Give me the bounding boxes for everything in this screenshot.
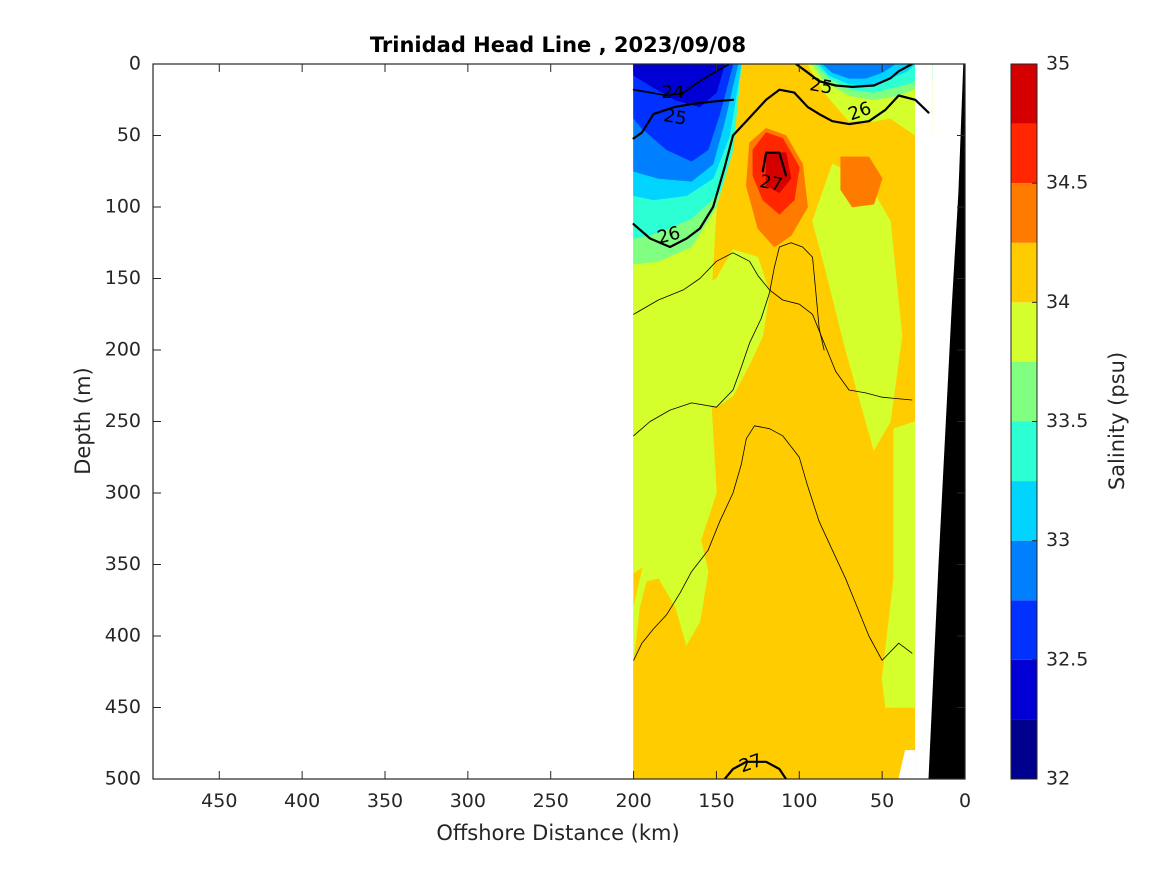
y-tick-label: 200 [105, 339, 141, 361]
colorbar-bin-9 [1011, 183, 1037, 243]
y-tick-label: 150 [105, 267, 141, 289]
y-tick-label: 500 [105, 768, 141, 790]
colorbar-tick-label: 34.5 [1046, 172, 1088, 194]
x-tick-label: 100 [781, 790, 817, 812]
colorbar-tick-label: 35 [1046, 53, 1070, 75]
colorbar-bin-11 [1011, 64, 1037, 124]
x-tick-label: 450 [201, 790, 237, 812]
salinity-region-9 [633, 64, 726, 108]
x-tick-label: 200 [615, 790, 651, 812]
colorbar-tick-label: 33 [1046, 529, 1070, 551]
x-axis-label: Offshore Distance (km) [436, 821, 679, 845]
density-contour-4 [723, 760, 788, 779]
x-tick-label: 250 [533, 790, 569, 812]
salinity-region-21 [898, 64, 933, 779]
colorbar-bin-0 [1011, 719, 1037, 779]
density-contour-3 [761, 151, 788, 177]
colorbar-bin-2 [1011, 600, 1037, 660]
contour-label: 24 [662, 82, 685, 103]
y-tick-label: 50 [117, 124, 141, 146]
x-tick-label: 150 [698, 790, 734, 812]
colorbar-tick-label: 34 [1046, 291, 1070, 313]
contour-label: 25 [808, 74, 834, 99]
x-tick-label: 0 [959, 790, 971, 812]
salinity-region-17 [765, 152, 792, 194]
colorbar-bin-8 [1011, 242, 1037, 303]
y-tick-label: 100 [105, 196, 141, 218]
density-contour-2 [794, 64, 914, 89]
y-tick-label: 350 [105, 553, 141, 575]
salinity-region-18 [840, 156, 883, 208]
colorbar-bin-6 [1011, 361, 1037, 422]
chart-title: Trinidad Head Line , 2023/09/08 [370, 33, 746, 57]
density-contour-6 [633, 252, 913, 401]
x-tick-label: 400 [284, 790, 320, 812]
contour-label: 27 [758, 171, 784, 196]
y-tick-label: 0 [129, 53, 141, 75]
colorbar-tick-label: 32.5 [1046, 648, 1088, 670]
y-tick-label: 400 [105, 625, 141, 647]
colorbar-bin-4 [1011, 481, 1037, 541]
colorbar: 32 32.5 33 33.5 34 34.5 35 [1010, 53, 1088, 790]
x-tick-label: 50 [870, 790, 894, 812]
colorbar-bin-1 [1011, 659, 1037, 720]
bathymetry-layer [928, 64, 965, 779]
density-contour-8 [633, 425, 913, 661]
density-contour-1 [632, 88, 930, 249]
density-contour-7 [633, 242, 825, 437]
y-axis: 0 50 100 150 200 250 300 350 400 450 500 [105, 53, 965, 790]
x-tick-label: 300 [450, 790, 486, 812]
y-tick-label: 450 [105, 696, 141, 718]
colorbar-tick-label: 33.5 [1046, 410, 1088, 432]
colorbar-label: Salinity (psu) [1105, 352, 1129, 490]
density-contour-layer [632, 64, 930, 779]
salinity-fill-layer [633, 64, 933, 779]
bathymetry-land [928, 64, 965, 779]
density-contour-0 [632, 98, 735, 140]
colorbar-bin-7 [1011, 302, 1037, 362]
y-axis-label: Depth (m) [71, 367, 95, 474]
salinity-region-14 [822, 64, 896, 79]
colorbar-bin-10 [1011, 123, 1037, 184]
y-tick-label: 250 [105, 410, 141, 432]
contour-label: 25 [662, 105, 688, 130]
x-tick-label: 350 [367, 790, 403, 812]
salinity-region-3 [812, 163, 903, 451]
colorbar-bin-5 [1011, 421, 1037, 482]
colorbar-bin-3 [1011, 540, 1037, 601]
salinity-region-20 [633, 578, 734, 779]
y-tick-label: 300 [105, 482, 141, 504]
x-axis: 450 400 350 300 250 200 150 100 50 0 [201, 64, 971, 812]
colorbar-tick-label: 32 [1046, 768, 1070, 790]
